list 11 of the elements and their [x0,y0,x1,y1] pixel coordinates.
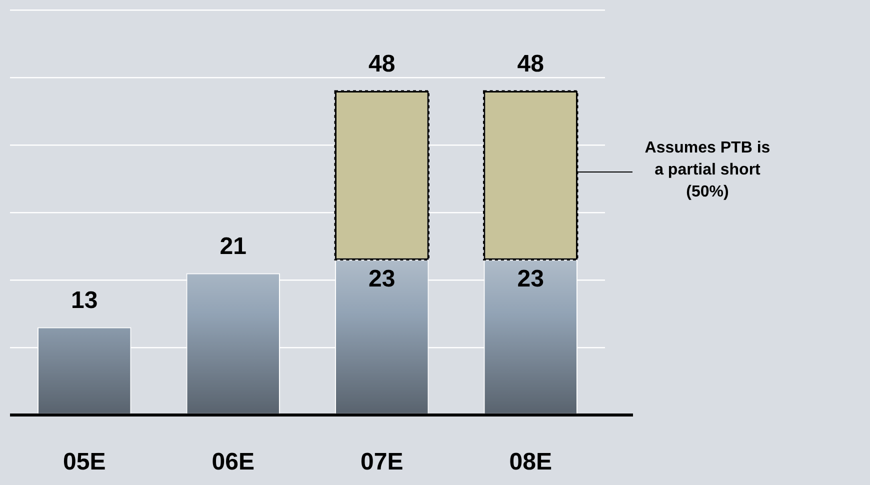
data-label: 21 [220,232,246,260]
data-label: 13 [71,286,98,314]
x-tick-label: 07E [360,448,404,476]
text: Assumes PTB is a partial short (50%) [644,139,770,200]
total-label: 48 [517,50,544,78]
data-label: 23 [368,265,396,292]
x-tick-label: 08E [509,448,552,476]
x-tick-label: 06E [212,448,254,476]
data-label: 23 [517,265,544,292]
total-label: 48 [368,50,396,78]
x-tick-label: 05E [63,448,106,476]
